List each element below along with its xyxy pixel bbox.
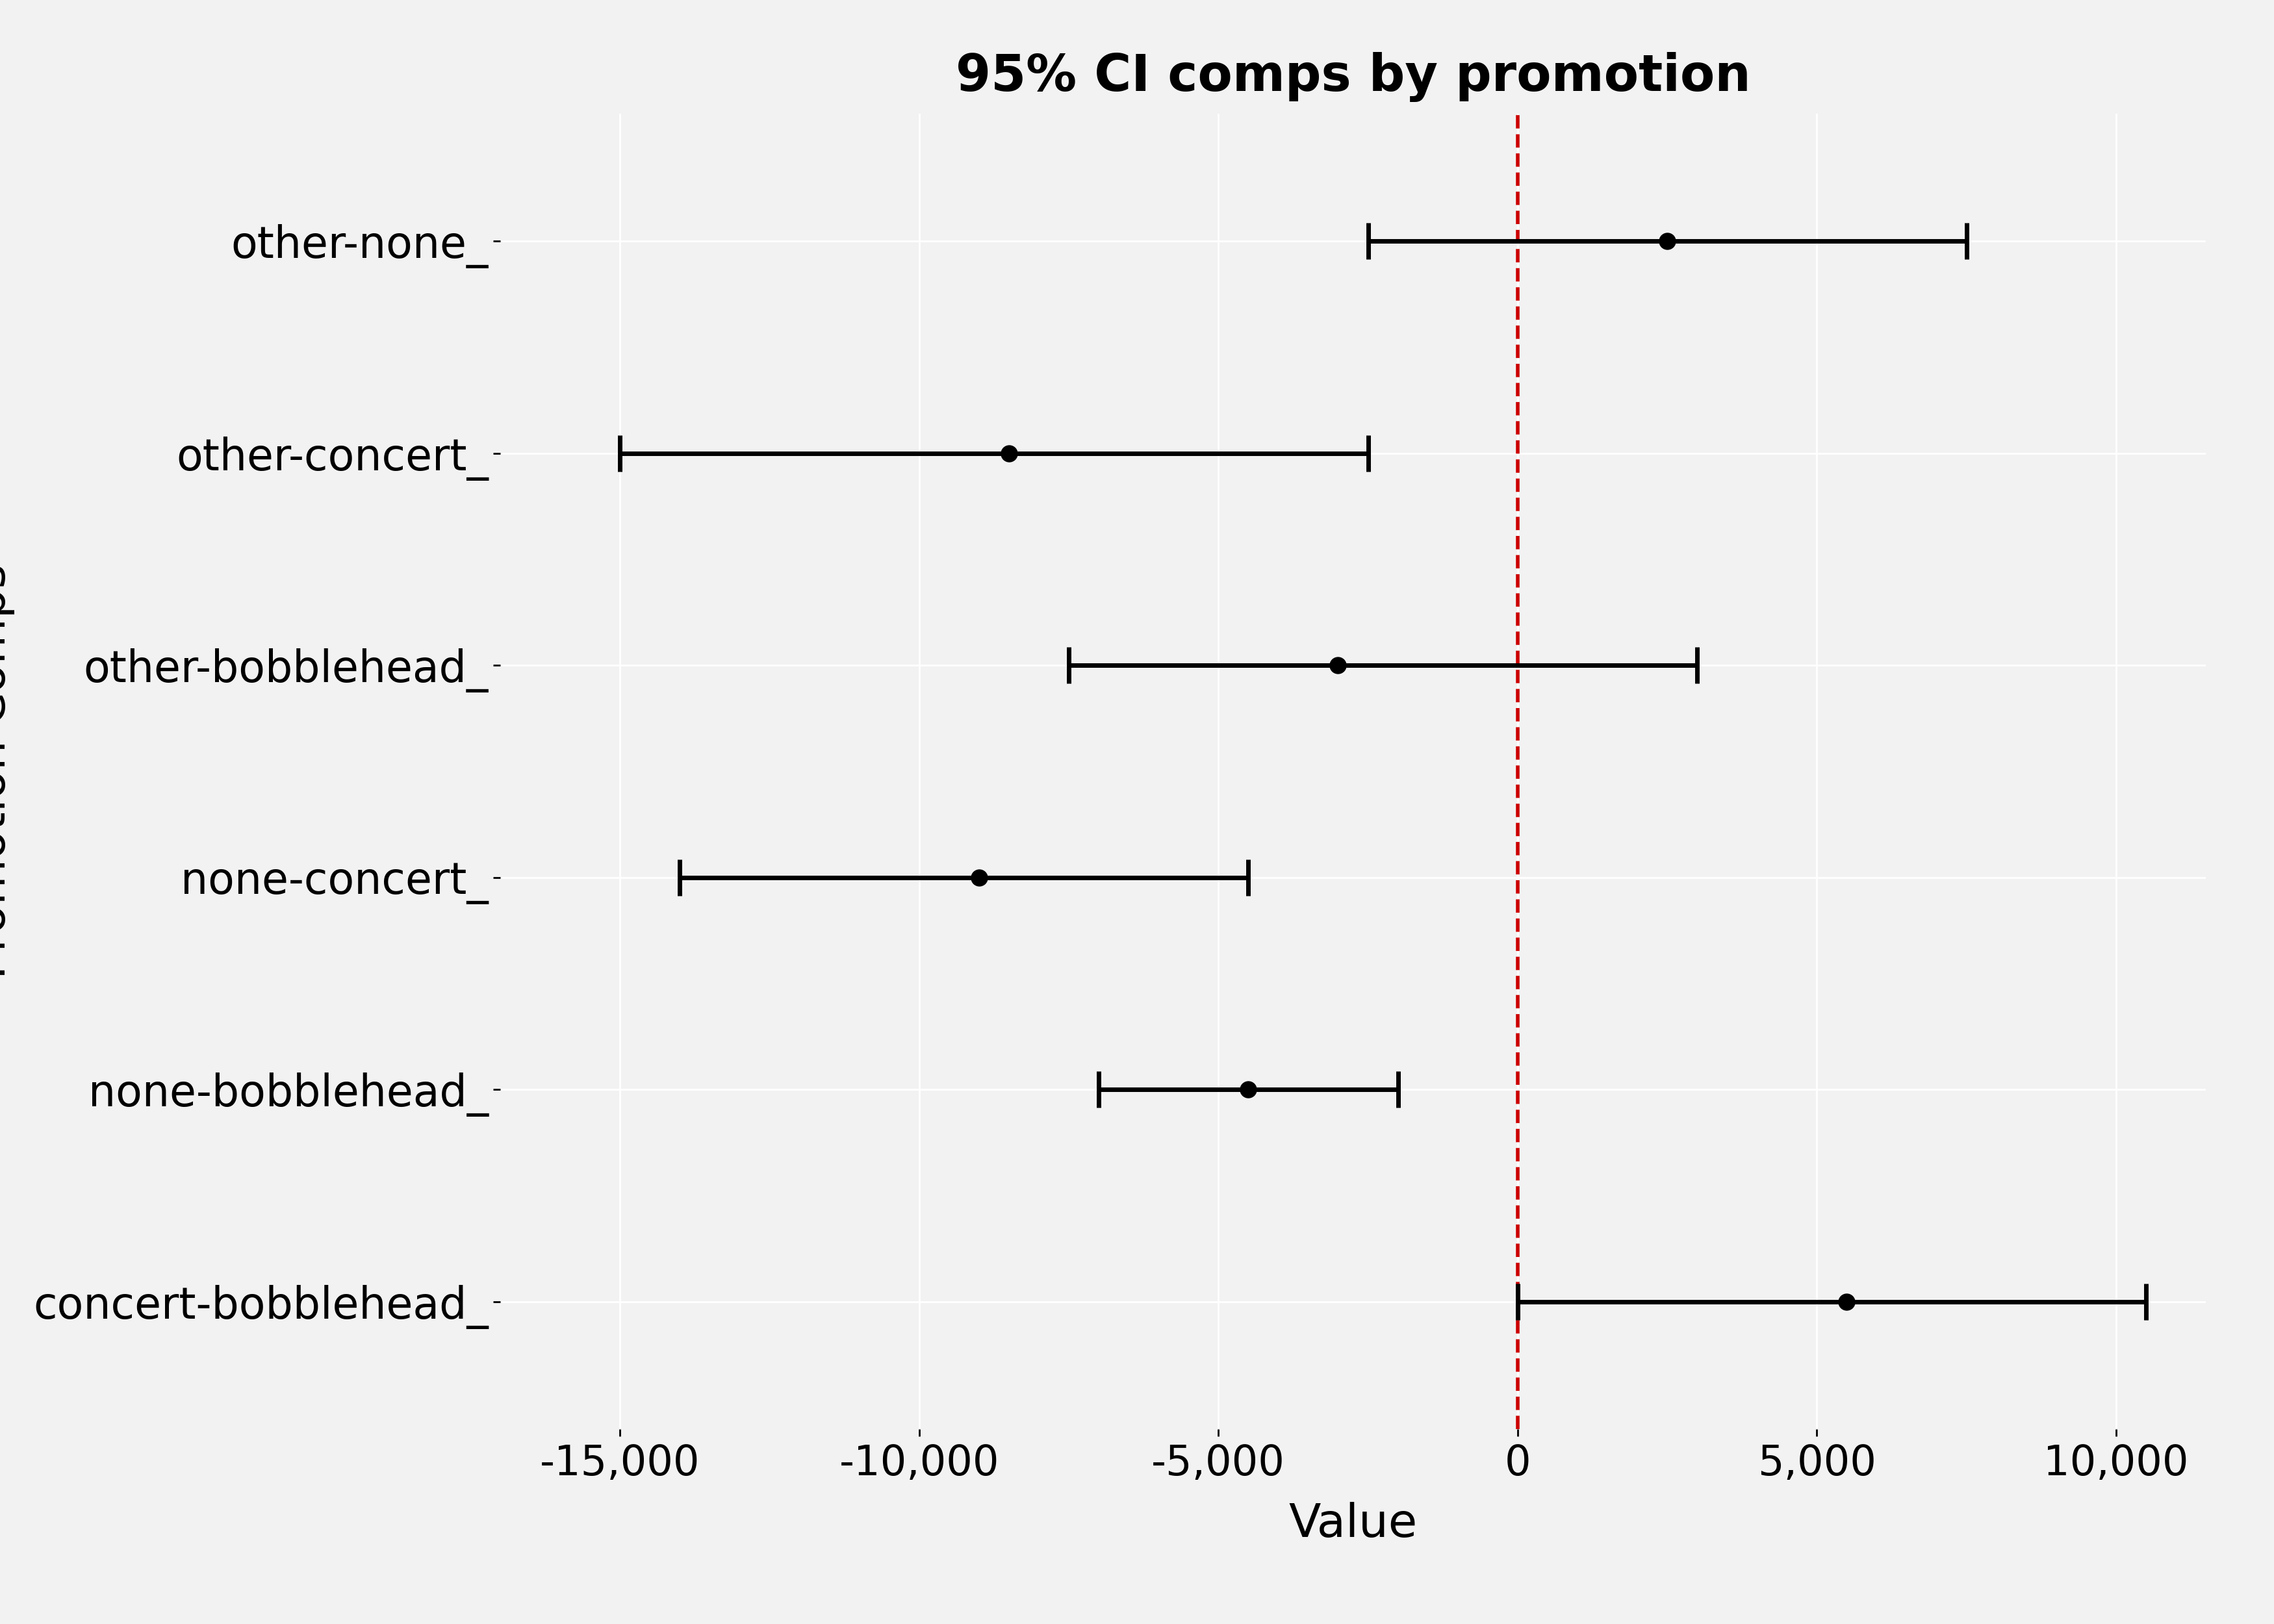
Title: 95% CI comps by promotion: 95% CI comps by promotion: [955, 52, 1751, 102]
X-axis label: Value: Value: [1289, 1502, 1417, 1546]
Y-axis label: Promotion Comps: Promotion Comps: [0, 564, 16, 979]
